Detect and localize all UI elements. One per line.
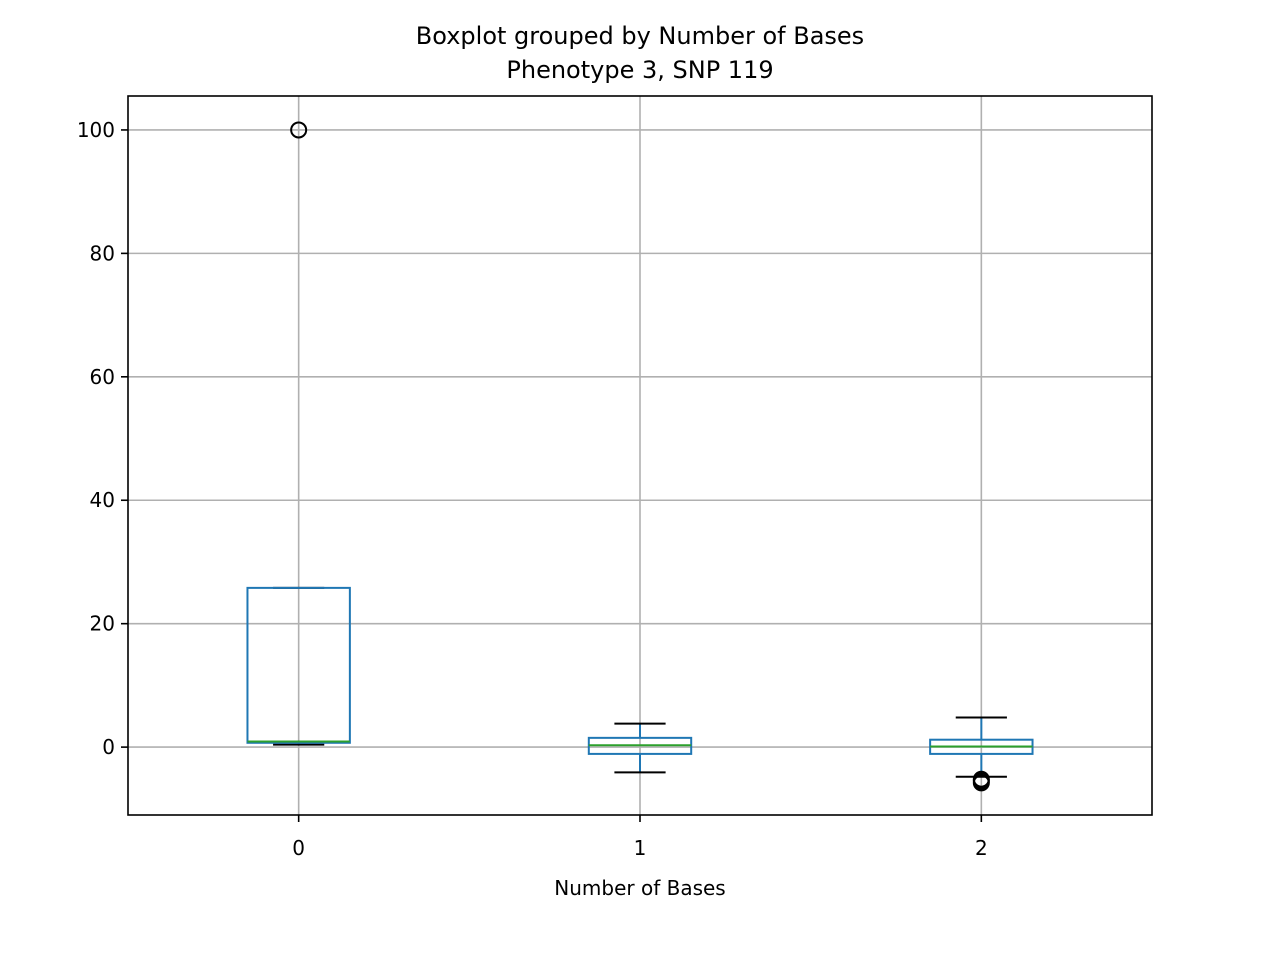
y-tick-label: 20 — [90, 612, 115, 636]
box-series — [246, 121, 1034, 792]
axis-ticks: 0 20 40 60 80 100 0 1 2 — [77, 118, 988, 860]
x-tick-label: 2 — [975, 836, 988, 860]
chart-subtitle: Phenotype 3, SNP 119 — [506, 56, 773, 84]
outlier-point — [972, 774, 990, 792]
x-tick-label: 0 — [292, 836, 305, 860]
y-tick-label: 0 — [102, 735, 115, 759]
x-tick-label: 1 — [634, 836, 647, 860]
outlier-point — [290, 121, 308, 139]
y-tick-label: 60 — [90, 365, 115, 389]
box-1 — [587, 722, 693, 774]
box-0 — [246, 121, 351, 746]
y-tick-label: 100 — [77, 118, 115, 142]
box-2 — [929, 716, 1034, 792]
y-tick-label: 40 — [90, 488, 115, 512]
box-body — [246, 586, 351, 744]
grid-lines — [128, 96, 1152, 815]
chart-title: Boxplot grouped by Number of Bases — [416, 22, 864, 50]
x-axis-label: Number of Bases — [554, 876, 725, 900]
y-tick-label: 80 — [90, 241, 115, 265]
